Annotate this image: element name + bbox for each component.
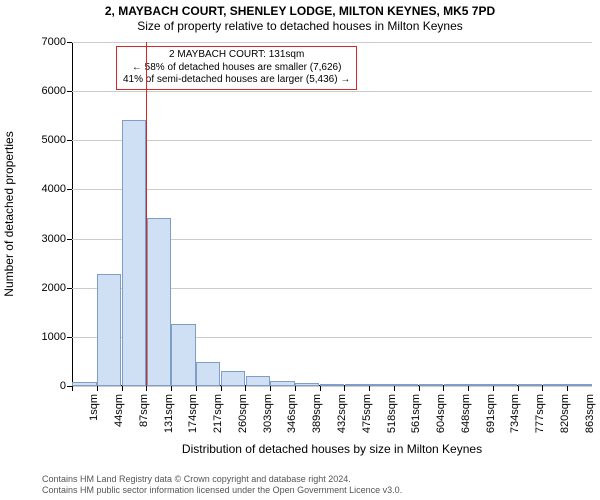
x-tick-mark <box>270 386 271 391</box>
annotation-line2: ← 58% of detached houses are smaller (7,… <box>123 62 350 75</box>
histogram-bar <box>320 384 344 386</box>
histogram-bar <box>97 274 121 386</box>
x-tick-label: 863sqm <box>584 394 596 433</box>
y-tick-mark <box>67 288 72 289</box>
footer-line1: Contains HM Land Registry data © Crown c… <box>42 474 402 485</box>
histogram-bar <box>246 376 270 386</box>
x-tick-mark <box>171 386 172 391</box>
x-tick-mark <box>221 386 222 391</box>
x-tick-label: 217sqm <box>212 394 224 433</box>
x-tick-mark <box>542 386 543 391</box>
histogram-bar <box>543 384 567 386</box>
annotation-box: 2 MAYBACH COURT: 131sqm ← 58% of detache… <box>116 46 357 90</box>
y-tick-label: 5000 <box>42 134 66 146</box>
x-axis-label: Distribution of detached houses by size … <box>182 442 482 456</box>
x-tick-label: 604sqm <box>435 394 447 433</box>
y-axis-line <box>72 42 73 386</box>
y-tick-mark <box>67 337 72 338</box>
grid-line <box>72 189 592 190</box>
x-tick-label: 561sqm <box>410 394 422 433</box>
chart-container: { "layout": { "width": 600, "height": 50… <box>0 0 600 500</box>
x-tick-mark <box>196 386 197 391</box>
histogram-bar <box>221 371 245 386</box>
histogram-bar <box>196 362 220 386</box>
x-tick-mark <box>493 386 494 391</box>
y-tick-label: 3000 <box>42 233 66 245</box>
y-tick-label: 7000 <box>42 36 66 48</box>
y-tick-label: 0 <box>60 380 66 392</box>
x-tick-label: 131sqm <box>163 394 175 433</box>
footer: Contains HM Land Registry data © Crown c… <box>42 474 402 496</box>
x-tick-label: 260sqm <box>237 394 249 433</box>
histogram-bar <box>493 384 517 386</box>
grid-line <box>72 91 592 92</box>
x-tick-mark <box>146 386 147 391</box>
grid-line <box>72 42 592 43</box>
y-tick-mark <box>67 42 72 43</box>
x-tick-mark <box>443 386 444 391</box>
x-tick-label: 691sqm <box>485 394 497 433</box>
x-tick-mark <box>72 386 73 391</box>
histogram-bar <box>270 381 294 386</box>
histogram-bar <box>122 120 146 386</box>
histogram-bar <box>468 384 492 386</box>
x-tick-mark <box>245 386 246 391</box>
x-tick-label: 432sqm <box>336 394 348 433</box>
y-tick-label: 2000 <box>42 282 66 294</box>
x-tick-mark <box>295 386 296 391</box>
x-tick-label: 820sqm <box>559 394 571 433</box>
histogram-bar <box>295 383 319 386</box>
histogram-bar <box>369 384 393 386</box>
histogram-bar <box>444 384 468 386</box>
x-tick-label: 174sqm <box>187 394 199 433</box>
x-tick-mark <box>567 386 568 391</box>
histogram-bar <box>171 324 195 386</box>
annotation-line3: 41% of semi-detached houses are larger (… <box>123 74 350 87</box>
x-tick-mark <box>320 386 321 391</box>
y-tick-mark <box>67 140 72 141</box>
histogram-bar <box>419 384 443 386</box>
y-axis-label: Number of detached properties <box>2 131 16 296</box>
footer-line2: Contains HM public sector information li… <box>42 485 402 496</box>
chart-title-line1: 2, MAYBACH COURT, SHENLEY LODGE, MILTON … <box>0 4 600 19</box>
x-tick-mark <box>369 386 370 391</box>
x-tick-mark <box>419 386 420 391</box>
histogram-bar <box>345 384 369 386</box>
histogram-bar <box>567 384 591 386</box>
x-tick-label: 777sqm <box>534 394 546 433</box>
y-tick-label: 4000 <box>42 183 66 195</box>
x-tick-label: 518sqm <box>386 394 398 433</box>
x-tick-mark <box>394 386 395 391</box>
histogram-bar <box>518 384 542 386</box>
chart-title-line2: Size of property relative to detached ho… <box>0 19 600 34</box>
x-tick-mark <box>468 386 469 391</box>
x-tick-mark <box>122 386 123 391</box>
property-marker-line <box>146 42 147 386</box>
x-tick-label: 1sqm <box>88 394 100 421</box>
histogram-bar <box>394 384 418 386</box>
histogram-bar <box>147 218 171 386</box>
x-tick-label: 734sqm <box>509 394 521 433</box>
annotation-line1: 2 MAYBACH COURT: 131sqm <box>123 49 350 62</box>
x-tick-mark <box>97 386 98 391</box>
x-tick-label: 648sqm <box>460 394 472 433</box>
grid-line <box>72 386 592 387</box>
x-tick-label: 389sqm <box>311 394 323 433</box>
y-tick-mark <box>67 189 72 190</box>
x-tick-mark <box>344 386 345 391</box>
grid-line <box>72 140 592 141</box>
y-tick-label: 1000 <box>42 331 66 343</box>
x-tick-label: 475sqm <box>361 394 373 433</box>
y-tick-mark <box>67 239 72 240</box>
x-tick-label: 303sqm <box>262 394 274 433</box>
histogram-bar <box>72 382 96 386</box>
plot-area: 2 MAYBACH COURT: 131sqm ← 58% of detache… <box>72 42 592 386</box>
y-tick-mark <box>67 91 72 92</box>
x-tick-label: 87sqm <box>138 394 150 427</box>
x-tick-label: 44sqm <box>113 394 125 427</box>
y-tick-label: 6000 <box>42 85 66 97</box>
chart-title: 2, MAYBACH COURT, SHENLEY LODGE, MILTON … <box>0 4 600 34</box>
x-tick-mark <box>518 386 519 391</box>
x-tick-label: 346sqm <box>286 394 298 433</box>
